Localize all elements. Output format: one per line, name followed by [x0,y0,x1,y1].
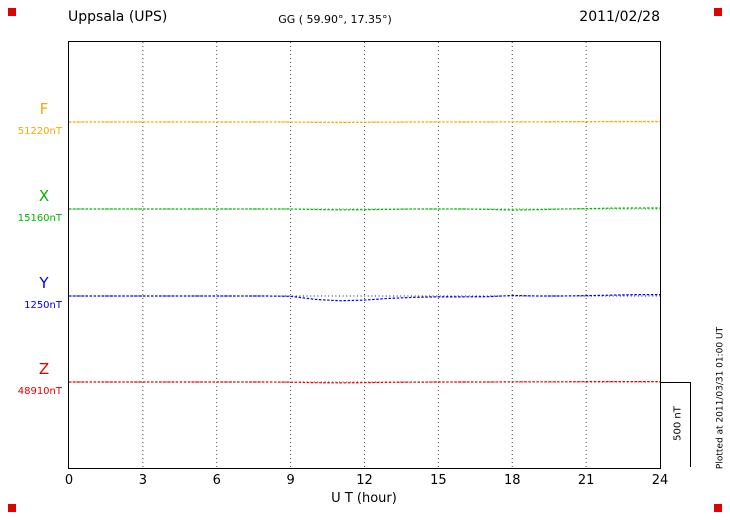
series-label-Y: Y [39,274,49,292]
scale-bar-horizontal-line [660,382,691,383]
magnetogram-plot [69,42,660,468]
station-title: Uppsala (UPS) [68,9,168,25]
registration-mark-bottom-left [8,504,16,512]
series-label-X: X [38,187,50,205]
scale-bar-vertical-line [690,382,691,467]
registration-mark-top-right [714,8,722,16]
trace-X [69,207,660,211]
x-tick-3: 3 [138,473,148,488]
x-tick-15: 15 [430,473,447,488]
trace-Y [69,294,660,302]
trace-Z [69,381,660,384]
series-baseline-value-X: 15160nT [17,213,62,224]
series-label-F: F [39,100,49,118]
series-baseline-value-Y: 1250nT [24,300,62,311]
plot-footnote: Plotted at 2011/03/31 01:00 UT [715,326,726,470]
scale-bar-label: 500 nT [672,406,684,441]
series-label-Z: Z [38,360,50,378]
registration-mark-bottom-right [714,504,722,512]
station-coordinates: GG ( 59.90°, 17.35°) [278,13,392,26]
series-baseline-value-F: 51220nT [17,126,62,137]
x-tick-0: 0 [64,473,74,488]
trace-F [69,120,660,124]
x-axis-label: U T (hour) [331,491,397,506]
x-tick-6: 6 [212,473,221,488]
series-baseline-value-Z: 48910nT [17,386,62,397]
registration-mark-top-left [8,8,16,16]
plot-date: 2011/02/28 [579,9,660,25]
x-tick-9: 9 [286,473,295,488]
x-tick-12: 12 [356,473,373,488]
x-tick-21: 21 [577,473,595,488]
plot-frame [68,41,661,469]
x-tick-24: 24 [651,473,669,488]
x-tick-18: 18 [503,473,521,488]
